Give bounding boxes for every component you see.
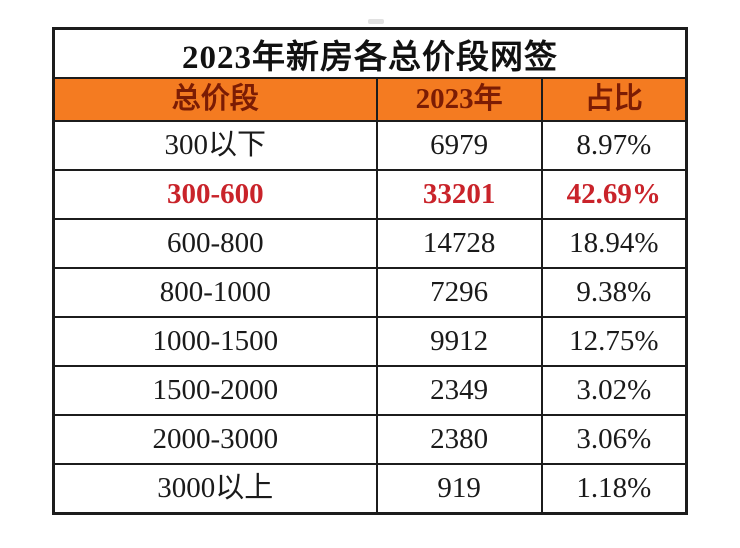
- price-table: 2023年新房各总价段网签 总价段 2023年 占比 300以下 6979 8.…: [52, 27, 688, 515]
- price-range-cell: 300以下: [55, 122, 378, 169]
- price-range-cell: 2000-3000: [55, 416, 378, 463]
- table-row: 1500-2000 2349 3.02%: [55, 367, 685, 416]
- share-cell: 42.69%: [566, 178, 661, 210]
- price-range-cell: 1500-2000: [55, 367, 378, 414]
- count-cell: 7296: [378, 269, 543, 316]
- price-range-cell: 300-600: [55, 171, 378, 218]
- header-price-range: 总价段: [55, 79, 378, 120]
- share-cell: 12.75%: [569, 325, 659, 357]
- table-row: 300以下 6979 8.97%: [55, 122, 685, 171]
- price-range-cell: 800-1000: [55, 269, 378, 316]
- share-cell: 8.97%: [576, 129, 652, 161]
- count-cell: 2349: [378, 367, 543, 414]
- share-cell: 9.38%: [576, 276, 652, 308]
- header-year-2023: 2023年: [378, 79, 543, 120]
- count-cell: 14728: [378, 220, 543, 267]
- table-header-row: 总价段 2023年 占比: [55, 79, 685, 122]
- price-range-cell: 1000-1500: [55, 318, 378, 365]
- price-range-cell: 600-800: [55, 220, 378, 267]
- table-row: 3000以上 919 1.18%: [55, 465, 685, 512]
- table-title: 2023年新房各总价段网签: [55, 30, 685, 79]
- share-cell: 3.02%: [576, 374, 652, 406]
- share-cell: 18.94%: [569, 227, 659, 259]
- header-share: 占比: [584, 83, 643, 115]
- price-range-cell: 3000以上: [55, 465, 378, 512]
- count-cell: 2380: [378, 416, 543, 463]
- image-artifact-speck: [368, 19, 384, 24]
- table-row: 2000-3000 2380 3.06%: [55, 416, 685, 465]
- table-row: 800-1000 7296 9.38%: [55, 269, 685, 318]
- count-cell: 6979: [378, 122, 543, 169]
- share-cell: 1.18%: [576, 472, 652, 504]
- table-row-highlighted: 300-600 33201 42.69%: [55, 171, 685, 220]
- count-cell: 33201: [378, 171, 543, 218]
- count-cell: 9912: [378, 318, 543, 365]
- count-cell: 919: [378, 465, 543, 512]
- table-row: 600-800 14728 18.94%: [55, 220, 685, 269]
- share-cell: 3.06%: [576, 423, 652, 455]
- table-row: 1000-1500 9912 12.75%: [55, 318, 685, 367]
